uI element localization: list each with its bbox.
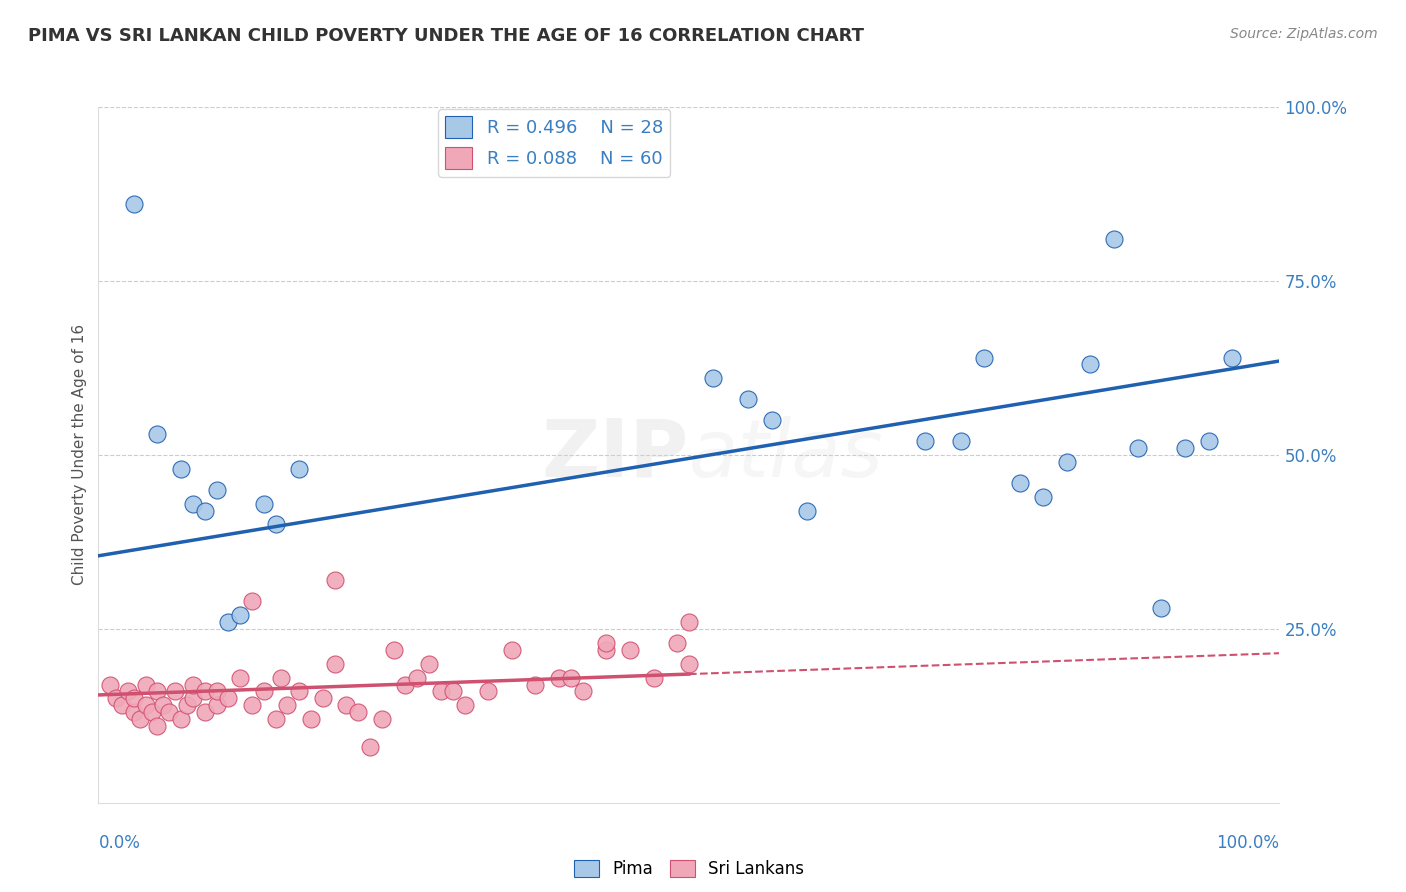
Point: [240, 594, 263, 608]
Point: [141, 706, 163, 720]
Point: [288, 462, 311, 476]
Point: [217, 615, 239, 629]
Point: [229, 671, 252, 685]
Point: [146, 684, 169, 698]
Point: [1126, 441, 1149, 455]
Point: [146, 719, 169, 733]
Text: atlas: atlas: [689, 416, 884, 494]
Point: [335, 698, 357, 713]
Point: [276, 698, 298, 713]
Point: [170, 712, 193, 726]
Point: [1220, 351, 1243, 365]
Point: [229, 607, 252, 622]
Point: [181, 497, 204, 511]
Point: [441, 684, 464, 698]
Point: [678, 615, 700, 629]
Point: [181, 691, 204, 706]
Point: [796, 503, 818, 517]
Point: [619, 642, 641, 657]
Point: [194, 706, 217, 720]
Point: [453, 698, 475, 713]
Point: [1150, 601, 1173, 615]
Point: [666, 636, 689, 650]
Point: [117, 684, 139, 698]
Point: [240, 698, 263, 713]
Point: [394, 677, 416, 691]
Point: [737, 392, 759, 407]
Point: [702, 371, 724, 385]
Point: [524, 677, 547, 691]
Point: [135, 698, 157, 713]
Point: [176, 698, 198, 713]
Point: [914, 434, 936, 448]
Point: [430, 684, 453, 698]
Point: [1198, 434, 1220, 448]
Point: [347, 706, 370, 720]
Point: [205, 684, 228, 698]
Text: 0.0%: 0.0%: [98, 834, 141, 852]
Point: [406, 671, 429, 685]
Point: [382, 642, 405, 657]
Point: [105, 691, 128, 706]
Point: [299, 712, 322, 726]
Point: [1102, 232, 1125, 246]
Point: [949, 434, 972, 448]
Point: [253, 497, 276, 511]
Point: [288, 684, 311, 698]
Point: [312, 691, 335, 706]
Point: [264, 517, 287, 532]
Text: PIMA VS SRI LANKAN CHILD POVERTY UNDER THE AGE OF 16 CORRELATION CHART: PIMA VS SRI LANKAN CHILD POVERTY UNDER T…: [28, 27, 865, 45]
Point: [571, 684, 593, 698]
Point: [205, 698, 228, 713]
Point: [111, 698, 134, 713]
Point: [152, 698, 174, 713]
Point: [761, 413, 783, 427]
Point: [595, 642, 617, 657]
Point: [1008, 475, 1031, 490]
Point: [98, 677, 121, 691]
Legend: R = 0.496    N = 28, R = 0.088    N = 60: R = 0.496 N = 28, R = 0.088 N = 60: [439, 109, 671, 177]
Point: [181, 677, 204, 691]
Point: [323, 657, 346, 671]
Text: ZIP: ZIP: [541, 416, 689, 494]
Point: [122, 691, 145, 706]
Point: [418, 657, 440, 671]
Point: [477, 684, 499, 698]
Point: [194, 503, 217, 517]
Point: [128, 712, 150, 726]
Point: [501, 642, 523, 657]
Point: [146, 427, 169, 442]
Point: [1056, 455, 1078, 469]
Point: [560, 671, 582, 685]
Text: 100.0%: 100.0%: [1216, 834, 1279, 852]
Point: [135, 677, 157, 691]
Point: [194, 684, 217, 698]
Point: [264, 712, 287, 726]
Point: [270, 671, 292, 685]
Point: [157, 706, 180, 720]
Point: [371, 712, 394, 726]
Point: [1174, 441, 1197, 455]
Point: [217, 691, 239, 706]
Point: [643, 671, 665, 685]
Point: [595, 636, 617, 650]
Point: [253, 684, 276, 698]
Point: [1032, 490, 1054, 504]
Point: [678, 657, 700, 671]
Point: [122, 706, 145, 720]
Point: [122, 197, 145, 211]
Point: [323, 573, 346, 587]
Y-axis label: Child Poverty Under the Age of 16: Child Poverty Under the Age of 16: [72, 325, 87, 585]
Point: [1080, 358, 1102, 372]
Point: [170, 462, 193, 476]
Point: [205, 483, 228, 497]
Text: Source: ZipAtlas.com: Source: ZipAtlas.com: [1230, 27, 1378, 41]
Point: [973, 351, 995, 365]
Point: [165, 684, 187, 698]
Point: [548, 671, 571, 685]
Point: [359, 740, 381, 755]
